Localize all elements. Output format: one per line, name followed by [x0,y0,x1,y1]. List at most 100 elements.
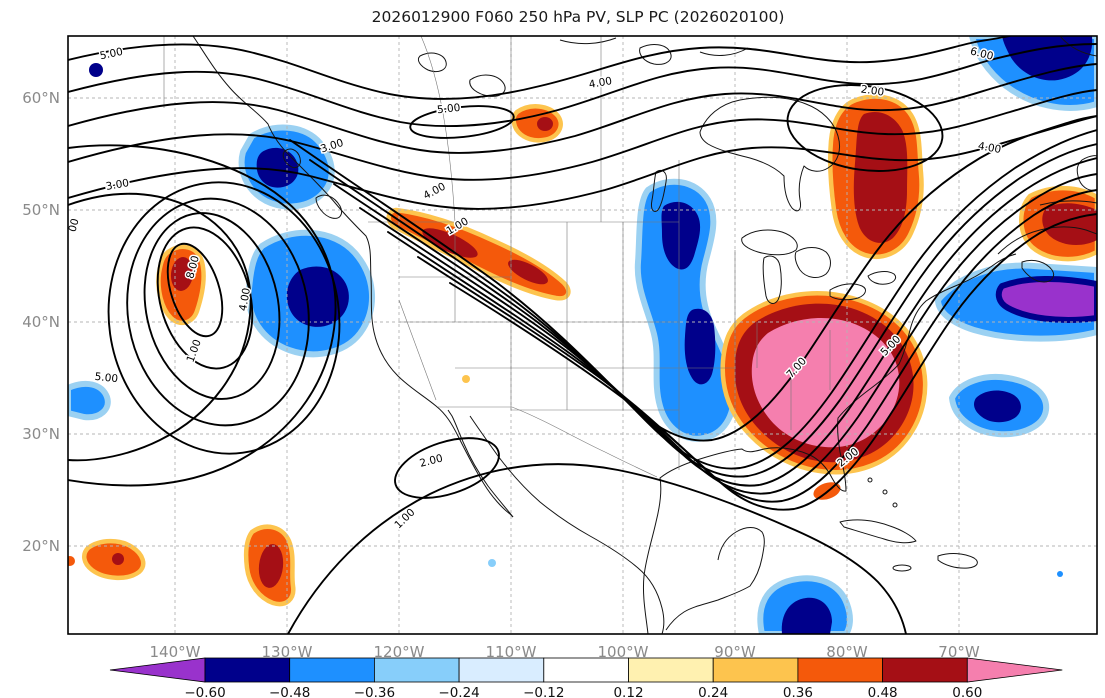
colorbar-segment [712,657,799,683]
contour-label: 4.00 [421,181,447,203]
pv-shaded-region [661,201,701,270]
y-tick-label: 60°N [22,89,60,107]
x-tick-label: 120°W [374,643,425,661]
coastline-path [867,271,897,285]
colorbar-tick-label: 0.60 [952,685,982,698]
slp-contour-line [68,144,337,487]
contour-label: 4.00 [588,75,613,91]
coastline-path [651,169,667,213]
slp-contour-line [309,129,1097,470]
slp-contour-line [68,89,1097,181]
coastline-path [997,226,1097,255]
coastline-path [559,37,617,45]
pv-shaded-region [751,317,900,448]
slp-contour-line [143,212,281,400]
pv-shaded-region [462,375,470,383]
coastline-path [1021,259,1055,283]
coastline-path [469,74,506,97]
contour-label: 3.00 [105,177,130,193]
coastline-path [892,564,912,572]
slp-contour-line [68,43,1097,128]
contour-label: 2.00 [418,452,444,469]
slp-contour-line [387,173,1097,495]
y-tick-label: 20°N [22,537,60,555]
colorbar-segment [289,657,375,683]
x-tick-label: 70°W [938,643,980,661]
plot-frame [67,35,1098,635]
contour-label: 1.00 [392,506,417,531]
pv-shaded-region [68,380,111,421]
pv-shaded-region [1042,203,1097,246]
slp-contour-line [156,226,254,370]
contour-label: 2.00 [860,83,885,98]
y-tick-label: 30°N [22,425,60,443]
coastline-path [892,502,898,508]
slp-contour-line [786,84,944,172]
slp-contour-line [409,105,515,139]
coastline-path [1059,36,1097,57]
pv-shaded-region [995,276,1097,323]
slp-contour-line [333,143,1097,478]
colorbar-segment [543,657,629,683]
admin-border-path [420,36,456,223]
slp-contour-line [359,157,1097,487]
slp-contour-line [126,197,310,427]
slp-contour-line [287,463,907,634]
admin-border-path [398,299,437,401]
coastline-path [937,553,978,569]
slp-contour-line [449,213,1097,511]
x-tick-label: 100°W [598,643,649,661]
colorbar-segment [373,657,460,683]
colorbar-tick-label: −0.12 [523,685,564,698]
coastlines [192,36,1097,634]
coastline-path [762,255,782,304]
slp-contour-line [166,242,224,338]
slp-contour-line [289,115,1097,442]
slp-contour-line [68,36,1011,100]
contour-label: 5.00 [436,102,461,116]
colorbar-segment [628,657,714,683]
admin-border-path [511,406,658,478]
pv-shaded-region [1057,571,1063,577]
x-axis-tick-labels: 140°W 130°W 120°W 110°W 100°W 90°W 80°W 70°W [150,643,980,661]
colorbar-tick-label: 0.48 [868,685,898,698]
colorbar-tick-label: 0.24 [698,685,728,698]
colorbar-tick-label: −0.24 [438,685,479,698]
coastline-path [447,409,514,518]
coastline-path [643,253,1017,634]
latlon-gridlines [68,36,1097,634]
colorbar-over-arrow [966,657,1063,683]
pv-shaded-region [781,597,832,634]
contour-lines [68,36,1097,634]
coastline-path [417,52,447,73]
coastline-path [699,47,749,56]
colorbar-tick-label: −0.36 [354,685,395,698]
colorbar-tick-label: −0.60 [184,685,225,698]
coastline-path [741,229,798,256]
colorbar-under-arrow [109,657,206,683]
colorbar-segment [882,657,968,683]
x-tick-label: 80°W [826,643,868,661]
x-tick-label: 90°W [714,643,756,661]
colorbar-segment [204,657,291,683]
y-tick-label: 40°N [22,313,60,331]
coastline-path [839,519,917,544]
coastline-path [794,247,831,278]
coastline-path [282,148,301,169]
colorbar-tick-label: −0.48 [269,685,310,698]
pv-shaded-region [170,257,194,291]
slp-contour-line [417,189,1097,503]
coastline-path [665,527,765,631]
slp-contour-line [107,181,341,455]
contour-label: 5.00 [99,46,124,63]
contour-label: 4.00 [977,140,1002,156]
chart-title: 2026012900 F060 250 hPa PV, SLP PC (2026… [372,8,785,26]
contour-label: 4.00 [237,287,253,312]
coastline-path [867,477,873,483]
contour-label: 1.00 [185,338,204,364]
slp-contour-line [68,192,252,462]
pv-shaded-region [537,117,553,131]
x-tick-label: 110°W [486,643,537,661]
pv-shaded-region [422,228,478,258]
pv-shaded-region [508,259,548,285]
